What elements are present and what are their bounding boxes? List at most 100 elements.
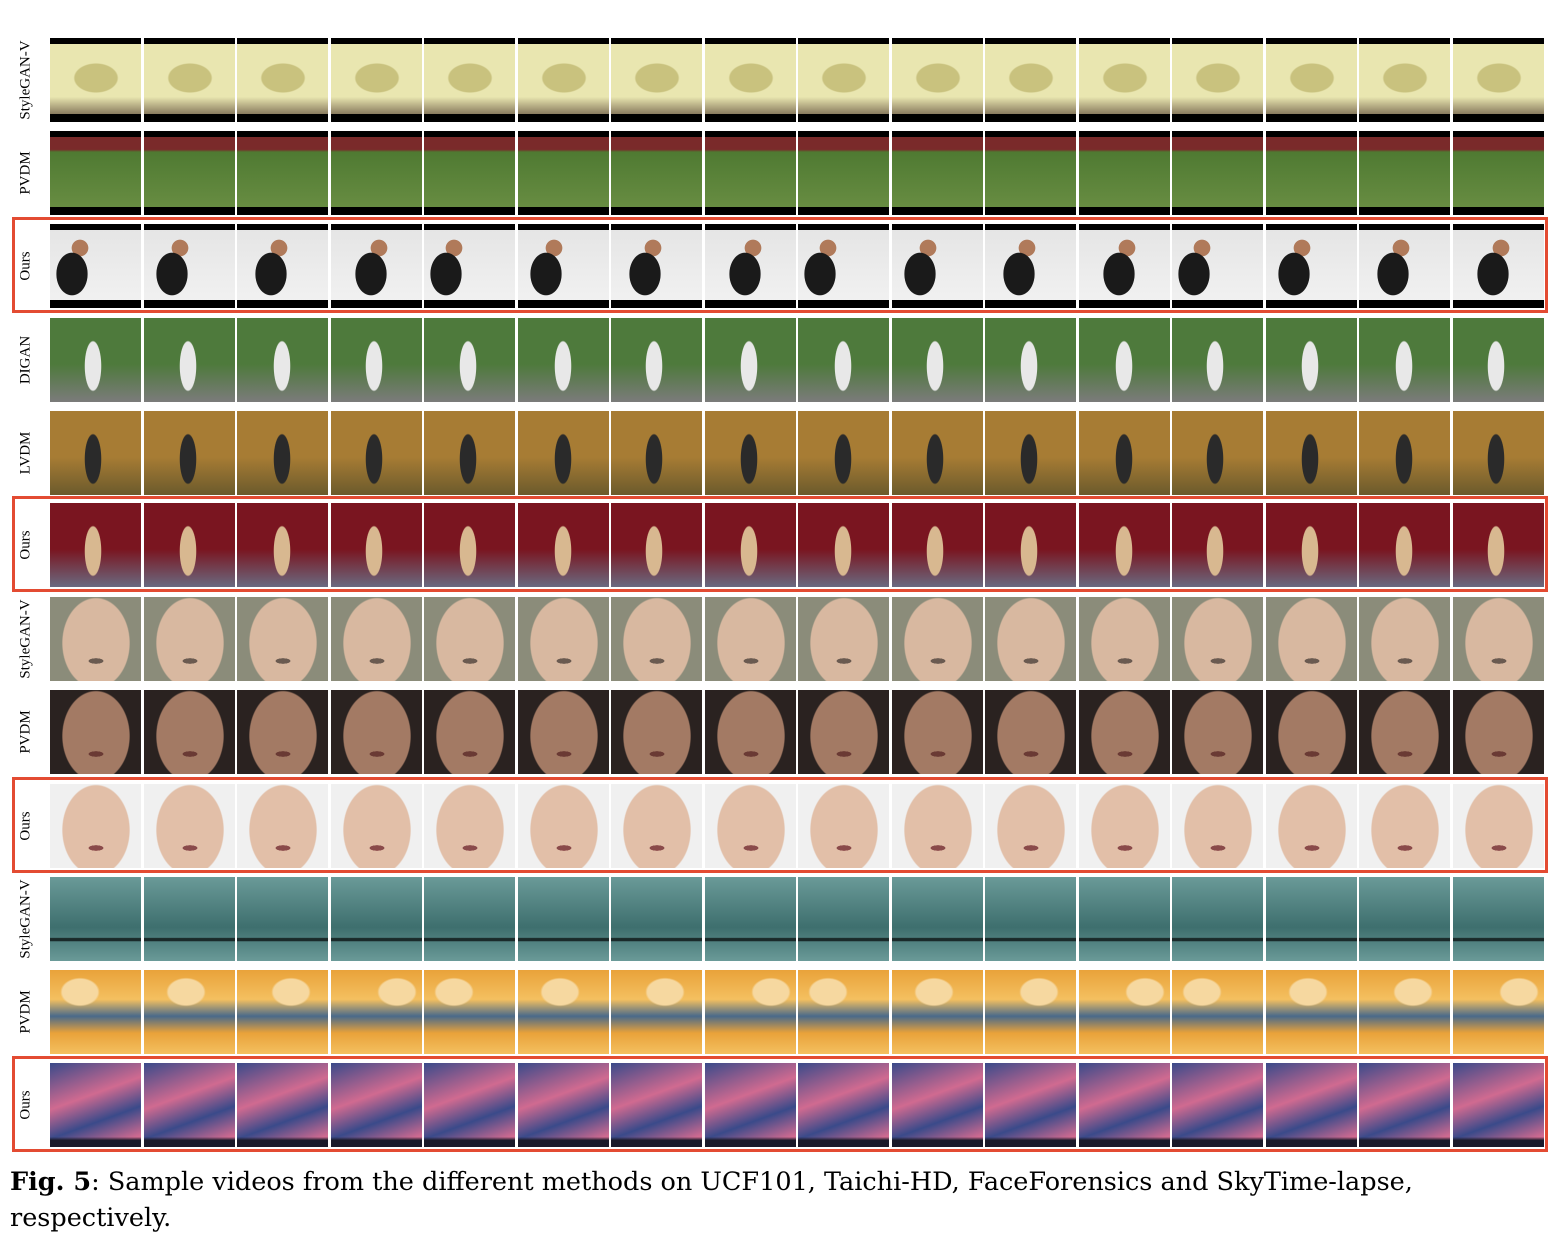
letterbox-bar: [985, 224, 1076, 230]
video-frame: [50, 784, 141, 868]
video-frame: [143, 411, 235, 495]
letterbox-bar: [330, 131, 422, 137]
letterbox-bar: [1452, 300, 1544, 308]
video-frame: [1452, 224, 1544, 308]
letterbox-bar: [1078, 224, 1170, 230]
video-frame: [1265, 690, 1357, 774]
video-frame: [237, 224, 328, 308]
video-frame: [704, 597, 796, 681]
letterbox-bar: [50, 300, 141, 308]
letterbox-bar: [330, 224, 422, 230]
letterbox-bar: [424, 300, 515, 308]
letterbox-bar: [517, 300, 609, 308]
video-frame: [50, 503, 141, 587]
letterbox-bar: [891, 300, 983, 308]
video-frame: [985, 503, 1076, 587]
video-frame: [424, 1063, 515, 1147]
letterbox-bar: [1452, 207, 1544, 215]
letterbox-bar: [704, 300, 796, 308]
letterbox-bar: [330, 300, 422, 308]
letterbox-bar: [1172, 131, 1263, 137]
letterbox-bar: [50, 224, 141, 230]
video-frame: [1452, 318, 1544, 402]
video-frame: [1172, 503, 1263, 587]
video-frame: [237, 38, 328, 122]
letterbox-bar: [1265, 224, 1357, 230]
video-frame: [1078, 131, 1170, 215]
video-row: DIGAN: [0, 318, 1564, 402]
video-frame: [798, 1063, 889, 1147]
video-frame: [704, 784, 796, 868]
letterbox-bar: [704, 131, 796, 137]
video-frame: [704, 970, 796, 1054]
row-label-text: PVDM: [17, 990, 34, 1034]
video-frame: [1265, 1063, 1357, 1147]
video-frame: [1078, 224, 1170, 308]
video-row: Ours: [0, 503, 1564, 587]
video-frame: [143, 38, 235, 122]
letterbox-bar: [1172, 114, 1263, 122]
video-frame: [891, 784, 983, 868]
letterbox-bar: [704, 38, 796, 44]
video-frame: [50, 970, 141, 1054]
letterbox-bar: [1265, 38, 1357, 44]
video-frame: [611, 131, 702, 215]
letterbox-bar: [517, 114, 609, 122]
video-frame: [1265, 503, 1357, 587]
video-frame: [1078, 411, 1170, 495]
letterbox-bar: [424, 38, 515, 44]
video-frame: [1452, 503, 1544, 587]
video-frame: [143, 597, 235, 681]
video-frame: [1172, 970, 1263, 1054]
video-frame: [517, 970, 609, 1054]
video-frame: [985, 224, 1076, 308]
video-row: StyleGAN-V: [0, 38, 1564, 122]
video-frame: [704, 877, 796, 961]
video-frame: [891, 970, 983, 1054]
letterbox-bar: [985, 300, 1076, 308]
row-label: PVDM: [2, 690, 50, 774]
video-frame: [330, 38, 422, 122]
video-frame: [1359, 877, 1450, 961]
video-frame: [891, 690, 983, 774]
letterbox-bar: [237, 38, 328, 44]
letterbox-bar: [611, 114, 702, 122]
video-frame: [985, 1063, 1076, 1147]
video-frame: [330, 784, 422, 868]
video-frame: [330, 877, 422, 961]
video-frame: [143, 1063, 235, 1147]
video-frame: [704, 411, 796, 495]
letterbox-bar: [237, 207, 328, 215]
video-frame: [1078, 597, 1170, 681]
video-frame: [1359, 318, 1450, 402]
video-frame: [330, 318, 422, 402]
video-frame: [1359, 1063, 1450, 1147]
video-frame: [50, 131, 141, 215]
video-frame: [237, 970, 328, 1054]
letterbox-bar: [517, 131, 609, 137]
video-frame: [1452, 131, 1544, 215]
video-frame: [985, 597, 1076, 681]
row-label-text: StyleGAN-V: [17, 599, 34, 679]
row-label: Ours: [2, 224, 50, 308]
video-frame: [891, 131, 983, 215]
video-frame: [237, 784, 328, 868]
video-frame: [50, 597, 141, 681]
video-frame: [1078, 784, 1170, 868]
letterbox-bar: [237, 131, 328, 137]
video-frame: [1078, 877, 1170, 961]
video-frame: [424, 690, 515, 774]
letterbox-bar: [985, 38, 1076, 44]
letterbox-bar: [798, 224, 889, 230]
video-frame: [143, 970, 235, 1054]
video-frame: [704, 38, 796, 122]
letterbox-bar: [237, 224, 328, 230]
video-frame: [330, 597, 422, 681]
letterbox-bar: [237, 114, 328, 122]
video-frame: [1452, 970, 1544, 1054]
video-frame: [237, 411, 328, 495]
video-frame: [143, 503, 235, 587]
letterbox-bar: [237, 300, 328, 308]
video-frame: [704, 1063, 796, 1147]
letterbox-bar: [798, 300, 889, 308]
